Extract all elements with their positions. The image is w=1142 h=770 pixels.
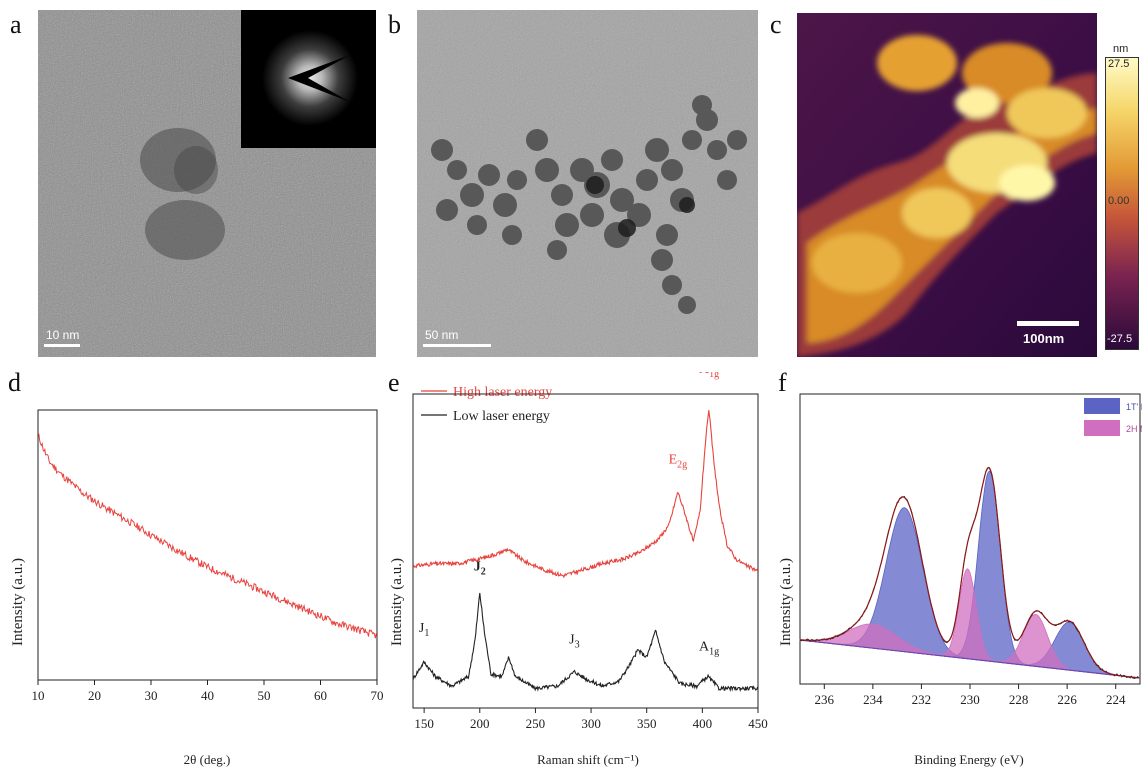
xps-xtick-label-1: 234 [863,692,883,707]
xps-legend-swatch-1 [1084,420,1120,436]
raman-annotation-0: A1g [699,372,719,380]
raman-annotation-3: J2 [474,559,486,577]
scale-label-a: 10 nm [46,328,80,342]
panel-e-letter: e [388,368,400,397]
xps-baseline [799,639,1141,679]
raman-xtick-label-5: 400 [693,716,713,731]
tem-image-b: 50 nm [417,10,758,357]
xps-xtick-label-2: 232 [912,692,932,707]
xrd-xtick-label-3: 40 [201,688,214,703]
xps-legend-swatch-0 [1084,398,1120,414]
xrd-axes-frame [37,409,378,681]
xps-xtick-label-0: 236 [815,692,835,707]
panel-d-letter: d [8,368,21,397]
scale-bar-a [44,344,80,347]
xps-xtick-label-5: 226 [1057,692,1077,707]
raman-chart: Intensity (a.u.) Raman shift (cm⁻¹) High… [389,372,768,767]
scale-label-b: 50 nm [425,328,459,342]
xrd-xtick-label-2: 30 [145,688,158,703]
nanoparticle-aggregate [431,95,747,314]
raman-xtick-label-0: 150 [414,716,434,731]
particle-cluster [140,128,216,192]
scale-label-c: 100nm [1023,331,1065,346]
xps-envelope [799,466,1139,679]
raman-annotation-2: J1 [419,621,429,639]
xps-xtick-label-6: 224 [1106,692,1126,707]
tem-image-b-svg [417,10,758,357]
raman-annotation-4: J3 [569,633,579,651]
panel-b-letter: b [388,10,401,39]
raman-xlabel: Raman shift (cm⁻¹) [537,752,639,767]
xrd-chart: Intensity (a.u.) 2θ (deg.) 10 20 30 40 50 60 7… [10,409,384,767]
legend-high-label: High laser energy [453,385,552,400]
panel-a-letter: a [10,10,22,39]
scale-bar-c [1017,321,1079,326]
raman-annotation-5: A1g [699,639,719,657]
raman-xtick-label-1: 200 [470,716,490,731]
afm-image-c-svg [797,13,1097,357]
raman-xtick-label-2: 250 [526,716,546,731]
legend-low-label: Low laser energy [453,409,550,424]
tem-image-a: 10 nm [38,10,376,357]
xps-xtick-label-3: 230 [960,692,980,707]
xps-xtick-label-4: 228 [1009,692,1029,707]
colorbar-tick-mid: 0.00 [1108,195,1130,207]
xrd-xtick-label-5: 60 [314,688,327,703]
raman-xtick-label-4: 350 [637,716,657,731]
raman-xtick-label-3: 300 [581,716,601,731]
xrd-xtick-label-0: 10 [32,688,45,703]
colorbar-unit: nm [1113,43,1129,55]
raman-series-1 [412,592,759,693]
xrd-xlabel: 2θ (deg.) [184,752,231,767]
xps-xlabel: Binding Energy (eV) [914,752,1024,767]
xrd-xtick-label-6: 70 [371,688,384,703]
tem-image-a-svg [38,10,376,357]
raman-ylabel: Intensity (a.u.) [389,558,405,646]
colorbar-tick-bottom: -27.5 [1107,333,1133,345]
xrd-xtick-label-4: 50 [258,688,271,703]
raman-axes-frame [412,393,759,709]
afm-colorbar [1105,57,1139,350]
xrd-ylabel: Intensity (a.u.) [10,558,26,646]
scale-bar-b [423,344,491,347]
raman-series-0 [412,410,759,579]
panel-c-letter: c [770,10,782,39]
xrd-series-line [37,432,378,639]
afm-image-c: 100nm [797,13,1097,357]
raman-xtick-label-6: 450 [748,716,768,731]
xps-chart: Intensity (a.u.) Binding Energy (eV) 236… [778,393,1142,767]
panel-f-letter: f [778,368,787,397]
xps-legend-label-0: 1T' MoS2 [1126,402,1142,415]
colorbar-tick-top: 27.5 [1108,58,1130,70]
xps-legend-label-1: 2H MoS2 [1126,424,1142,437]
xrd-xtick-label-1: 20 [88,688,101,703]
xps-ylabel: Intensity (a.u.) [778,558,794,646]
raman-annotation-1: E2g [669,453,688,471]
